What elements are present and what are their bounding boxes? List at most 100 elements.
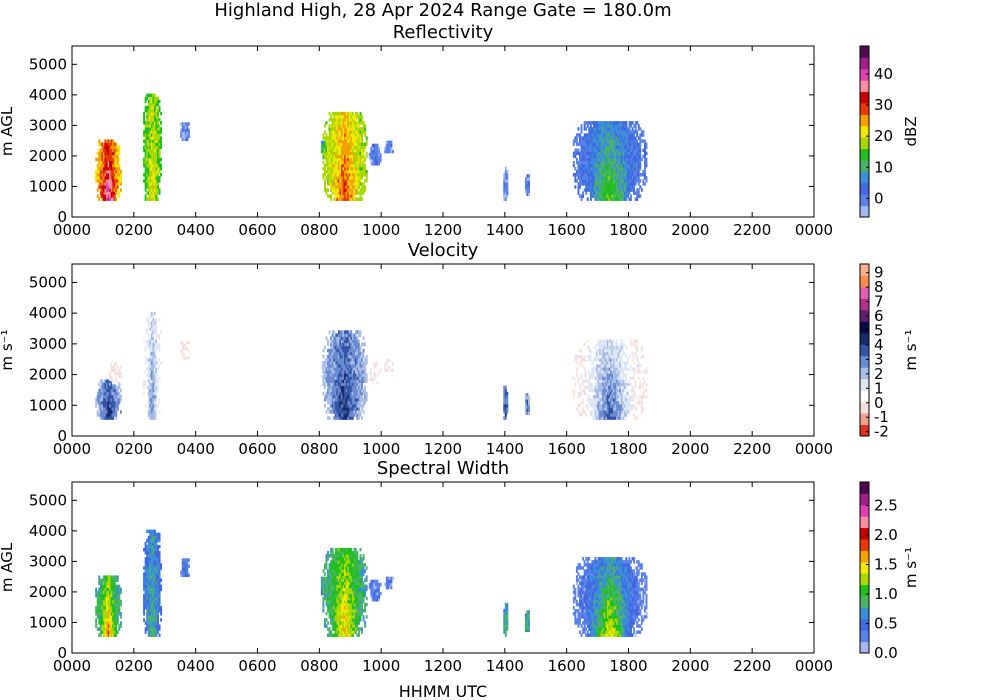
data-cell — [337, 376, 340, 380]
data-cell — [589, 376, 592, 380]
data-cell — [623, 357, 626, 362]
data-cell — [348, 367, 351, 371]
data-cell — [351, 348, 354, 353]
data-cell — [622, 173, 625, 177]
data-cell — [613, 407, 615, 411]
data-cell — [104, 145, 107, 149]
data-cell — [602, 364, 605, 368]
data-cell — [112, 179, 115, 183]
data-cell — [591, 127, 594, 131]
data-cell — [147, 364, 150, 368]
data-cell — [603, 191, 606, 195]
data-cell — [113, 148, 116, 153]
data-cell — [603, 148, 606, 153]
data-cell — [149, 142, 152, 146]
data-cell — [613, 173, 615, 177]
x-tick-label: 2000 — [671, 221, 709, 239]
data-cell — [158, 188, 161, 192]
data-cell — [347, 145, 350, 149]
data-cell — [577, 151, 580, 156]
data-cell — [597, 160, 600, 165]
data-cell — [337, 118, 340, 122]
data-cell — [113, 407, 116, 411]
data-cell — [348, 154, 351, 159]
data-cell — [327, 391, 330, 396]
data-cell — [152, 385, 155, 390]
data-cell — [361, 357, 364, 362]
data-cell — [583, 388, 586, 393]
data-cell — [350, 154, 353, 159]
data-cell — [110, 379, 113, 383]
data-cell — [328, 351, 331, 356]
data-cell — [588, 139, 591, 143]
data-cell — [620, 124, 623, 128]
data-cell — [153, 311, 156, 316]
data-cell — [147, 176, 150, 180]
data-cell — [146, 197, 149, 201]
data-cell — [334, 351, 337, 356]
data-cell — [115, 416, 118, 420]
data-cell — [579, 379, 581, 383]
data-cell — [636, 154, 639, 159]
data-cell — [623, 148, 626, 153]
data-cell — [342, 367, 345, 371]
data-cell — [356, 188, 359, 192]
data-cell — [157, 185, 159, 189]
y-tick-label: 5000 — [29, 55, 67, 73]
data-cell — [630, 397, 632, 402]
data-cell — [588, 357, 591, 362]
data-cell — [342, 130, 345, 134]
data-cell — [642, 182, 645, 186]
data-cell — [357, 157, 360, 162]
data-cell — [586, 166, 589, 171]
data-cell — [337, 115, 340, 119]
data-cell — [104, 397, 107, 402]
data-cell — [157, 118, 159, 122]
data-cell — [187, 340, 190, 345]
data-cell — [102, 413, 105, 417]
data-cell — [579, 413, 581, 417]
data-cell — [107, 169, 110, 174]
data-cell — [187, 131, 190, 135]
data-cell — [589, 400, 592, 405]
data-cell — [361, 115, 364, 119]
data-cell — [353, 115, 356, 119]
data-cell — [582, 176, 585, 180]
data-cell — [582, 342, 585, 347]
data-cell — [524, 393, 527, 397]
data-cell — [605, 385, 608, 390]
data-cell — [118, 145, 121, 149]
data-cell — [625, 197, 628, 201]
data-cell — [588, 145, 591, 149]
data-cell — [625, 367, 628, 371]
data-cell — [107, 179, 110, 183]
data-cell — [330, 173, 333, 177]
data-cell — [370, 158, 373, 163]
data-cell — [639, 151, 642, 156]
data-cell — [147, 191, 150, 195]
data-cell — [362, 376, 365, 380]
data-cell — [637, 182, 640, 186]
data-cell — [155, 397, 158, 402]
data-cell — [353, 166, 356, 171]
data-cell — [599, 379, 602, 383]
data-cell — [617, 410, 620, 414]
data-cell — [147, 121, 150, 125]
data-cell — [334, 413, 337, 417]
data-cell — [331, 364, 334, 368]
data-cell — [147, 324, 150, 328]
data-cell — [353, 127, 356, 131]
data-cell — [350, 342, 353, 347]
data-cell — [102, 185, 105, 189]
data-cell — [144, 336, 147, 340]
data-cell — [323, 140, 326, 145]
data-cell — [611, 410, 614, 414]
data-cell — [109, 169, 112, 174]
data-cell — [350, 173, 353, 177]
data-cell — [115, 397, 118, 402]
data-cell — [605, 182, 608, 186]
data-cell — [586, 145, 589, 149]
data-cell — [359, 157, 362, 162]
data-cell — [387, 143, 390, 148]
data-cell — [582, 157, 585, 162]
